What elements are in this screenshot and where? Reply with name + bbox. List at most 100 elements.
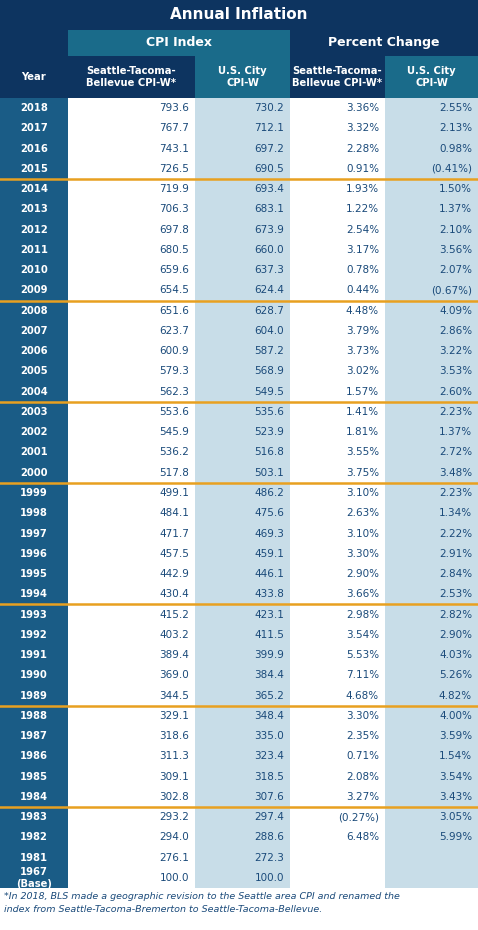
Text: 604.0: 604.0 bbox=[254, 326, 284, 336]
Bar bbox=[385, 847, 478, 868]
Bar bbox=[385, 665, 478, 685]
Text: 2007: 2007 bbox=[20, 326, 48, 336]
Text: 1986: 1986 bbox=[20, 751, 48, 762]
Text: 335.0: 335.0 bbox=[254, 731, 284, 741]
Bar bbox=[290, 644, 385, 665]
Bar bbox=[68, 199, 195, 219]
Text: 442.9: 442.9 bbox=[159, 569, 189, 579]
Text: 793.6: 793.6 bbox=[159, 103, 189, 113]
Bar bbox=[0, 280, 68, 300]
Text: 3.48%: 3.48% bbox=[439, 468, 472, 478]
Bar bbox=[0, 524, 68, 544]
Bar bbox=[68, 139, 195, 159]
Text: 2.63%: 2.63% bbox=[346, 509, 379, 518]
Bar bbox=[0, 644, 68, 665]
Text: 3.10%: 3.10% bbox=[346, 488, 379, 498]
Text: *In 2018, BLS made a geographic revision to the Seattle area CPI and renamed the: *In 2018, BLS made a geographic revision… bbox=[4, 892, 400, 901]
Bar bbox=[0, 240, 68, 260]
Text: 1999: 1999 bbox=[20, 488, 48, 498]
Text: 587.2: 587.2 bbox=[254, 346, 284, 356]
Bar bbox=[0, 443, 68, 462]
Text: 2.22%: 2.22% bbox=[439, 528, 472, 538]
Bar bbox=[290, 847, 385, 868]
Text: 403.2: 403.2 bbox=[159, 630, 189, 640]
Bar bbox=[195, 240, 290, 260]
Bar bbox=[385, 827, 478, 847]
Bar bbox=[68, 362, 195, 381]
Bar bbox=[290, 362, 385, 381]
Text: 2.90%: 2.90% bbox=[439, 630, 472, 640]
Text: 1.41%: 1.41% bbox=[346, 407, 379, 417]
Text: 3.55%: 3.55% bbox=[346, 447, 379, 458]
Text: 2000: 2000 bbox=[20, 468, 48, 478]
Text: 683.1: 683.1 bbox=[254, 205, 284, 215]
Text: 297.4: 297.4 bbox=[254, 812, 284, 822]
Bar bbox=[385, 787, 478, 807]
Bar bbox=[195, 625, 290, 644]
Text: 2.13%: 2.13% bbox=[439, 124, 472, 133]
Text: 712.1: 712.1 bbox=[254, 124, 284, 133]
Bar bbox=[290, 240, 385, 260]
Text: 100.0: 100.0 bbox=[254, 873, 284, 883]
Text: 2.23%: 2.23% bbox=[439, 407, 472, 417]
Bar bbox=[195, 604, 290, 625]
Text: 706.3: 706.3 bbox=[159, 205, 189, 215]
Text: 457.5: 457.5 bbox=[159, 549, 189, 559]
Bar bbox=[68, 443, 195, 462]
Text: 2.54%: 2.54% bbox=[346, 225, 379, 234]
Bar bbox=[195, 219, 290, 240]
Text: 2.86%: 2.86% bbox=[439, 326, 472, 336]
Text: 535.6: 535.6 bbox=[254, 407, 284, 417]
Bar bbox=[195, 584, 290, 604]
Text: 309.1: 309.1 bbox=[159, 772, 189, 781]
Bar bbox=[385, 564, 478, 584]
Bar bbox=[195, 685, 290, 706]
Bar bbox=[385, 746, 478, 766]
Text: (0.27%): (0.27%) bbox=[338, 812, 379, 822]
Bar bbox=[290, 564, 385, 584]
Bar bbox=[195, 503, 290, 524]
Bar bbox=[290, 787, 385, 807]
Text: 545.9: 545.9 bbox=[159, 427, 189, 437]
Bar bbox=[68, 321, 195, 341]
Text: 4.00%: 4.00% bbox=[439, 711, 472, 721]
Text: 503.1: 503.1 bbox=[254, 468, 284, 478]
Text: 2.90%: 2.90% bbox=[346, 569, 379, 579]
Text: 459.1: 459.1 bbox=[254, 549, 284, 559]
Text: 1989: 1989 bbox=[20, 691, 48, 700]
Text: 1.37%: 1.37% bbox=[439, 427, 472, 437]
Bar bbox=[68, 685, 195, 706]
Bar bbox=[0, 422, 68, 443]
Text: 3.54%: 3.54% bbox=[439, 772, 472, 781]
Text: 2004: 2004 bbox=[20, 387, 48, 397]
Text: 1984: 1984 bbox=[20, 791, 48, 802]
Text: 446.1: 446.1 bbox=[254, 569, 284, 579]
Text: 2.28%: 2.28% bbox=[346, 143, 379, 153]
Bar bbox=[68, 787, 195, 807]
Bar bbox=[290, 483, 385, 503]
Bar bbox=[68, 524, 195, 544]
Text: 411.5: 411.5 bbox=[254, 630, 284, 640]
Bar bbox=[68, 240, 195, 260]
Bar bbox=[68, 159, 195, 179]
Bar bbox=[0, 300, 68, 321]
Bar bbox=[385, 644, 478, 665]
Text: 0.71%: 0.71% bbox=[346, 751, 379, 762]
Bar bbox=[68, 544, 195, 564]
Bar bbox=[68, 98, 195, 118]
Bar bbox=[195, 847, 290, 868]
Text: 3.66%: 3.66% bbox=[346, 590, 379, 599]
Bar bbox=[68, 219, 195, 240]
Bar bbox=[195, 300, 290, 321]
Text: 348.4: 348.4 bbox=[254, 711, 284, 721]
Text: 311.3: 311.3 bbox=[159, 751, 189, 762]
Bar bbox=[0, 362, 68, 381]
Text: 624.4: 624.4 bbox=[254, 286, 284, 296]
Bar bbox=[385, 503, 478, 524]
Text: 4.82%: 4.82% bbox=[439, 691, 472, 700]
Text: 2010: 2010 bbox=[20, 265, 48, 275]
Text: 1992: 1992 bbox=[20, 630, 48, 640]
Bar bbox=[195, 544, 290, 564]
Text: 318.5: 318.5 bbox=[254, 772, 284, 781]
Text: 2002: 2002 bbox=[20, 427, 48, 437]
